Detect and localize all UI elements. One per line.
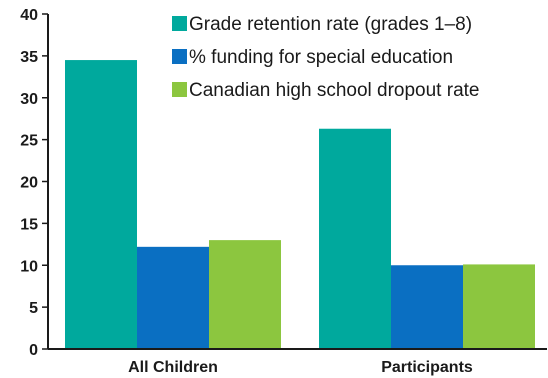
legend-swatch xyxy=(172,49,187,64)
bar xyxy=(319,128,391,349)
y-tick-label: 40 xyxy=(20,7,38,24)
legend-swatch xyxy=(172,82,187,97)
legend-swatch xyxy=(172,16,187,31)
bar xyxy=(391,265,463,349)
bar xyxy=(65,60,137,349)
y-tick-label: 0 xyxy=(29,342,38,359)
y-tick-label: 15 xyxy=(20,216,38,233)
y-tick-label: 30 xyxy=(20,91,38,108)
legend-label: Grade retention rate (grades 1–8) xyxy=(189,14,472,35)
bars xyxy=(65,60,535,349)
x-axis-labels: All Children Participants xyxy=(128,359,473,376)
x-category-label: Participants xyxy=(381,359,473,376)
y-tick-label: 25 xyxy=(20,133,38,150)
legend: Grade retention rate (grades 1–8) % fundi… xyxy=(172,14,479,101)
y-tick-label: 10 xyxy=(20,258,38,275)
y-tick-label: 20 xyxy=(20,175,38,192)
y-tick-label: 5 xyxy=(29,300,38,317)
legend-label: Canadian high school dropout rate xyxy=(189,80,479,101)
legend-label: % funding for special education xyxy=(189,47,453,68)
bar xyxy=(137,246,209,349)
y-tick-label: 35 xyxy=(20,49,38,66)
bar xyxy=(463,264,535,349)
y-axis-ticks: 0 5 10 15 20 25 30 35 40 xyxy=(20,7,48,359)
bar xyxy=(209,240,281,349)
x-category-label: All Children xyxy=(128,359,218,376)
